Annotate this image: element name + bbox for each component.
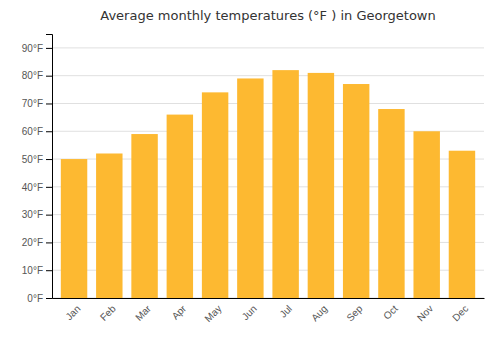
- y-tick-label: 90°F: [22, 43, 43, 54]
- bar: [167, 115, 193, 298]
- x-tick: Jul: [277, 303, 294, 320]
- x-tick: Sep: [344, 303, 365, 324]
- y-tick: 30°F: [22, 209, 52, 220]
- bar: [449, 151, 475, 298]
- y-tick-label: 20°F: [22, 237, 43, 248]
- x-axis-line: [53, 298, 485, 299]
- x-tick: Apr: [170, 302, 189, 321]
- x-tick-label: May: [202, 303, 223, 324]
- bar: [343, 84, 369, 298]
- grid-line: [52, 47, 484, 48]
- x-tick-label: Mar: [133, 302, 153, 322]
- bar: [96, 153, 122, 298]
- y-tick-mark: [46, 187, 52, 188]
- x-tick: Dec: [450, 303, 470, 323]
- x-tick: Jan: [63, 303, 82, 322]
- x-tick-label: Jul: [277, 303, 294, 320]
- y-tick-mark: [46, 103, 52, 104]
- grid-line: [52, 75, 484, 76]
- y-tick-mark: [46, 242, 52, 243]
- x-tick: Feb: [98, 303, 118, 323]
- y-tick-mark: [46, 215, 52, 216]
- y-tick-mark: [46, 159, 52, 160]
- y-tick: 90°F: [22, 43, 52, 54]
- bar: [413, 131, 439, 298]
- x-tick-label: Apr: [170, 302, 189, 321]
- y-tick-label: 60°F: [22, 126, 43, 137]
- x-tick: May: [202, 303, 223, 324]
- y-tick-label: 0°F: [27, 293, 43, 304]
- x-tick: Aug: [309, 303, 329, 323]
- y-tick-mark: [46, 131, 52, 132]
- y-tick: 10°F: [22, 265, 52, 276]
- grid-line: [52, 103, 484, 104]
- bars: [61, 70, 475, 298]
- x-axis: Jan Feb Mar Apr May Jun Jul Aug Sep Oct Nov Dec: [53, 299, 485, 325]
- y-tick-label: 40°F: [22, 182, 43, 193]
- y-tick: 80°F: [22, 70, 52, 81]
- y-tick-mark: [46, 76, 52, 77]
- x-tick-label: Feb: [98, 303, 118, 323]
- x-tick-label: Oct: [381, 303, 400, 322]
- y-axis-line: [46, 35, 53, 299]
- y-tick-label: 80°F: [22, 70, 43, 81]
- y-axis: 0°F 10°F 20°F 30°F 40°F 50°F 60°F 70°F 80°F 90°F: [22, 35, 53, 304]
- plot: 0°F 10°F 20°F 30°F 40°F 50°F 60°F 70°F 80°F 90°F J…: [22, 35, 485, 325]
- bar: [202, 92, 228, 298]
- x-tick-label: Aug: [309, 303, 329, 323]
- y-tick-label: 70°F: [22, 98, 43, 109]
- bar: [378, 109, 404, 298]
- x-tick-label: Jan: [63, 303, 82, 322]
- title: Average monthly temperatures (°F ) in Ge…: [100, 8, 435, 23]
- bar: [308, 73, 334, 298]
- x-tick-label: Nov: [415, 303, 435, 323]
- x-tick-label: Dec: [450, 303, 470, 323]
- y-tick-mark: [46, 48, 52, 49]
- y-tick: 40°F: [22, 182, 52, 193]
- y-tick-mark: [46, 270, 52, 271]
- y-tick-label: 10°F: [22, 265, 43, 276]
- y-tick-mark: [46, 298, 52, 299]
- y-tick: 70°F: [22, 98, 52, 109]
- grid: [52, 48, 484, 298]
- y-tick: 0°F: [27, 293, 52, 304]
- x-tick: Mar: [133, 302, 153, 322]
- chart: 0°F 10°F 20°F 30°F 40°F 50°F 60°F 70°F 80°F 90°F J…: [0, 0, 500, 350]
- bar: [131, 134, 157, 298]
- bar: [272, 70, 298, 298]
- y-tick: 50°F: [22, 154, 52, 165]
- x-tick: Nov: [415, 303, 435, 323]
- y-tick: 20°F: [22, 237, 52, 248]
- x-tick-label: Sep: [344, 303, 365, 324]
- bar: [61, 159, 87, 298]
- x-tick: Jun: [240, 303, 259, 322]
- y-tick-label: 30°F: [22, 209, 43, 220]
- y-tick: 60°F: [22, 126, 52, 137]
- bar: [237, 78, 263, 298]
- x-tick: Oct: [381, 303, 400, 322]
- y-tick-label: 50°F: [22, 154, 43, 165]
- x-tick-label: Jun: [240, 303, 259, 322]
